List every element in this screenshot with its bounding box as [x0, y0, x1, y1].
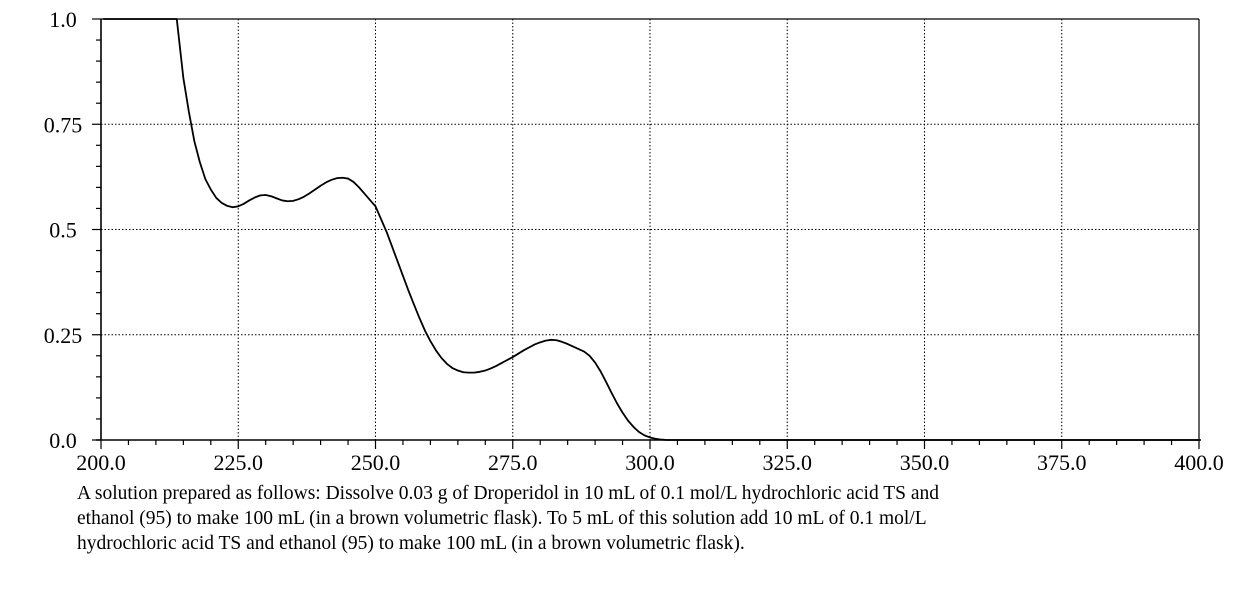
x-tick-label: 350.0 — [900, 450, 950, 475]
y-tick-label: 1.0 — [49, 7, 77, 32]
x-tick-label: 400.0 — [1174, 450, 1224, 475]
x-tick-label: 250.0 — [351, 450, 401, 475]
x-tick-label: 225.0 — [214, 450, 264, 475]
series-layer — [103, 18, 1199, 441]
grid-layer — [101, 19, 1199, 440]
x-tick-label: 275.0 — [488, 450, 538, 475]
series-line — [103, 18, 1199, 441]
caption: A solution prepared as follows: Dissolve… — [77, 481, 1235, 556]
caption-line-1: A solution prepared as follows: Dissolve… — [77, 483, 940, 504]
x-axis-tick-labels: 200.0 225.0 250.0 275.0 300.0 325.0 350.0 375.0… — [76, 450, 1224, 475]
x-tick-label: 200.0 — [76, 450, 126, 475]
x-tick-label: 300.0 — [625, 450, 675, 475]
y-tick-label: 0.75 — [44, 112, 83, 137]
x-tick-label: 375.0 — [1037, 450, 1087, 475]
tick-marks — [92, 18, 1200, 449]
y-tick-label: 0.0 — [49, 428, 77, 453]
y-tick-label: 0.5 — [49, 218, 77, 243]
caption-line-3: hydrochloric acid TS and ethanol (95) to… — [77, 533, 745, 554]
y-axis-tick-labels: 0.0 0.25 0.5 0.75 1.0 — [44, 7, 83, 453]
caption-line-2: ethanol (95) to make 100 mL (in a brown … — [77, 508, 927, 529]
spectrum-chart: 200.0 225.0 250.0 275.0 300.0 325.0 350.0 375.0… — [44, 7, 1224, 475]
x-tick-label: 325.0 — [763, 450, 813, 475]
y-tick-label: 0.25 — [44, 323, 83, 348]
